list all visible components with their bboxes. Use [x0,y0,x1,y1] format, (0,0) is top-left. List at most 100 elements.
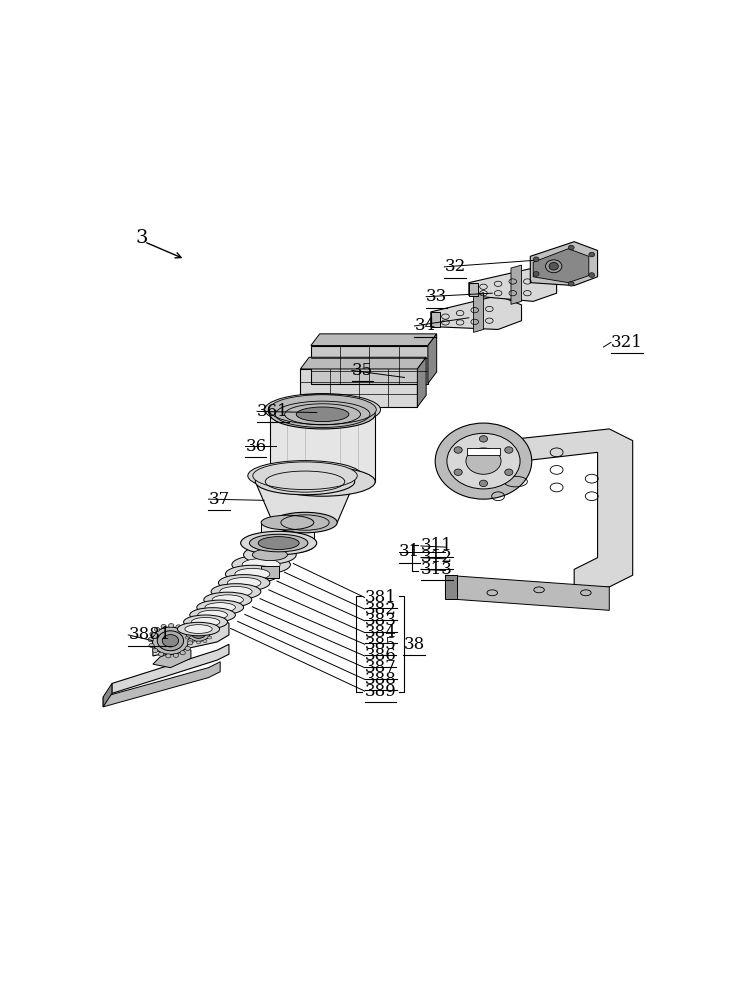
Ellipse shape [157,631,183,651]
Ellipse shape [589,252,595,257]
Polygon shape [418,357,426,407]
Ellipse shape [270,400,375,429]
Ellipse shape [226,565,279,583]
Ellipse shape [196,621,201,624]
Polygon shape [153,616,229,656]
Text: 31: 31 [399,543,420,560]
Polygon shape [445,429,633,587]
Ellipse shape [197,600,244,615]
Ellipse shape [269,395,376,425]
Ellipse shape [166,654,171,658]
Text: 32: 32 [444,258,466,275]
Ellipse shape [190,640,194,643]
Text: 312: 312 [421,549,453,566]
Ellipse shape [227,577,261,588]
Polygon shape [511,265,522,304]
Ellipse shape [454,469,462,475]
Text: 389: 389 [365,683,396,700]
Ellipse shape [549,262,559,270]
Ellipse shape [208,636,211,639]
Ellipse shape [190,622,194,625]
Ellipse shape [183,615,227,629]
Text: 37: 37 [208,491,230,508]
Ellipse shape [150,632,156,636]
Ellipse shape [258,537,299,549]
Ellipse shape [479,480,488,487]
Ellipse shape [188,639,193,643]
Polygon shape [311,346,428,384]
Text: 3881: 3881 [128,626,171,643]
Polygon shape [300,357,426,369]
Ellipse shape [186,624,210,641]
Ellipse shape [203,622,207,625]
Polygon shape [261,566,279,578]
Polygon shape [469,268,556,301]
Polygon shape [103,662,220,707]
Ellipse shape [196,641,201,644]
Text: 311: 311 [421,537,453,554]
Text: 384: 384 [365,624,396,641]
Ellipse shape [208,626,211,629]
Polygon shape [473,293,483,332]
Ellipse shape [209,631,214,634]
Polygon shape [530,242,598,286]
Ellipse shape [255,468,355,495]
Ellipse shape [148,638,153,642]
Ellipse shape [168,623,174,628]
Ellipse shape [177,622,220,636]
Ellipse shape [505,447,513,453]
Text: 321: 321 [611,334,643,351]
Text: 33: 33 [426,288,448,305]
Ellipse shape [183,631,188,634]
Ellipse shape [253,462,357,490]
Ellipse shape [220,586,252,597]
Ellipse shape [546,260,562,273]
Text: 381: 381 [365,589,396,606]
Ellipse shape [232,555,291,574]
Ellipse shape [296,407,349,422]
Ellipse shape [186,633,192,637]
Ellipse shape [155,627,160,631]
Text: 38: 38 [403,636,424,653]
Ellipse shape [161,624,166,629]
Ellipse shape [569,281,574,286]
Polygon shape [428,334,436,384]
Ellipse shape [203,640,207,643]
Ellipse shape [191,627,206,638]
Ellipse shape [185,625,212,633]
Ellipse shape [185,636,190,639]
Ellipse shape [479,436,488,442]
Polygon shape [445,575,609,610]
Polygon shape [311,334,436,346]
Ellipse shape [218,575,270,591]
Ellipse shape [205,603,236,612]
Polygon shape [261,523,314,546]
Ellipse shape [252,549,288,561]
Ellipse shape [159,652,164,656]
Ellipse shape [447,433,520,489]
Ellipse shape [162,635,179,647]
Ellipse shape [185,646,190,650]
Ellipse shape [191,617,220,627]
Text: 36: 36 [245,438,267,455]
Text: 387: 387 [365,659,396,676]
Polygon shape [431,296,522,329]
Text: 3: 3 [135,229,148,247]
Polygon shape [270,414,375,482]
Ellipse shape [190,608,236,622]
Text: 34: 34 [414,317,436,334]
Ellipse shape [466,448,501,474]
Ellipse shape [153,627,189,654]
Ellipse shape [454,447,462,453]
Polygon shape [300,369,418,407]
Polygon shape [112,644,229,693]
Text: 382: 382 [365,601,396,618]
Ellipse shape [235,568,270,580]
Polygon shape [431,312,439,327]
Ellipse shape [248,461,362,491]
Ellipse shape [242,559,280,571]
Polygon shape [255,482,355,523]
Text: 35: 35 [352,362,373,379]
Polygon shape [153,647,191,668]
Ellipse shape [241,531,317,555]
